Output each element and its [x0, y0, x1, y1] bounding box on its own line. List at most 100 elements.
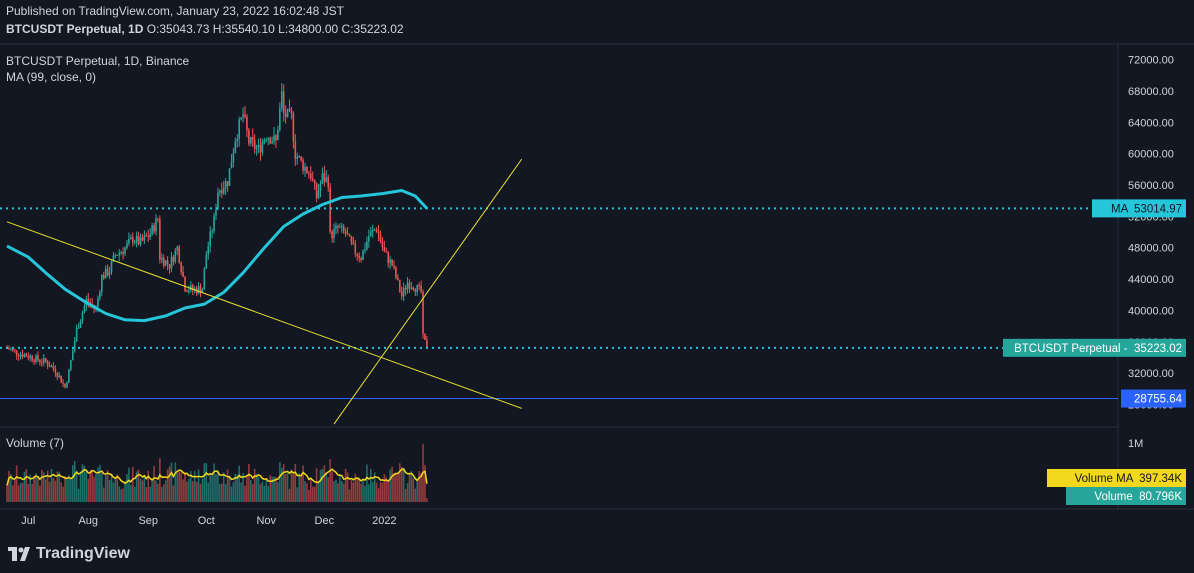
candle-body — [155, 218, 157, 232]
candle-body — [309, 173, 312, 179]
volume-bar — [391, 466, 393, 502]
candle-body — [170, 256, 173, 269]
volume-bar — [89, 470, 92, 502]
volume-bar — [259, 483, 262, 502]
candle-body — [17, 355, 20, 357]
candle-body — [31, 355, 33, 361]
volume-bar — [85, 470, 88, 502]
volume-bar — [13, 479, 16, 502]
tradingview-logo-icon — [8, 547, 30, 561]
candle-body — [190, 285, 192, 291]
volume-bar — [213, 463, 215, 502]
volume-bar — [399, 463, 401, 502]
volume-bar — [294, 463, 297, 502]
volume-bar — [354, 473, 357, 502]
candle-body — [226, 181, 229, 186]
volume-bar — [381, 482, 384, 502]
volume-bar — [383, 474, 386, 502]
volume-bar — [209, 475, 211, 502]
volume-bar — [286, 472, 289, 502]
legend-title[interactable]: BTCUSDT Perpetual, 1D, Binance — [6, 54, 190, 68]
volume-bar — [147, 470, 150, 502]
candle-body — [418, 284, 420, 286]
candle-body — [89, 302, 92, 304]
legend-volume[interactable]: Volume (7) — [6, 436, 65, 450]
candle-body — [145, 235, 148, 237]
volume-bar — [296, 487, 299, 502]
volume-bar — [64, 476, 66, 502]
volume-bar — [321, 468, 324, 502]
volume-bar — [110, 473, 113, 502]
candle-body — [329, 187, 331, 232]
candle-body — [130, 237, 132, 239]
candle-body — [106, 268, 109, 276]
volume-bar — [157, 483, 159, 502]
volume-bar — [263, 485, 266, 502]
candle-body — [261, 142, 264, 153]
candle-body — [282, 91, 285, 114]
candle-body — [369, 231, 372, 237]
candle-body — [199, 286, 202, 293]
trendline — [6, 221, 522, 409]
volume-bar — [131, 466, 134, 502]
candle-body — [228, 168, 231, 186]
volume-bar — [41, 469, 43, 502]
candle-body — [230, 162, 233, 169]
volume-bar — [91, 472, 93, 502]
trendline — [333, 158, 523, 425]
volume-bar — [230, 486, 233, 502]
candle-body — [147, 236, 150, 238]
volume-bar — [348, 489, 351, 502]
volume-bar — [224, 484, 227, 502]
volume-bar — [284, 473, 287, 502]
candle-body — [33, 360, 35, 362]
candle-body — [340, 225, 343, 228]
candle-body — [41, 362, 43, 364]
candle-body — [290, 109, 293, 114]
candle-body — [255, 147, 258, 149]
legend-ma[interactable]: MA (99, close, 0) — [6, 70, 97, 84]
candle-body — [265, 139, 268, 141]
y-tick-label: 64000.00 — [1128, 117, 1174, 129]
volume-bar — [178, 471, 181, 502]
volume-bar — [387, 480, 389, 502]
candle-body — [342, 225, 345, 231]
volume-bar — [393, 473, 395, 502]
volume-bar — [116, 474, 119, 502]
volume-bar — [8, 470, 10, 502]
candle-body — [75, 328, 78, 341]
candle-body — [120, 252, 122, 254]
candle-body — [288, 108, 291, 110]
candle-body — [56, 372, 59, 377]
volume-bar — [190, 471, 192, 502]
volume-bar — [95, 474, 97, 502]
volume-bar — [17, 485, 20, 502]
volume-bar — [292, 472, 295, 502]
candle-body — [205, 254, 208, 269]
volume-bar — [308, 489, 310, 502]
candle-body — [321, 173, 324, 184]
volume-bar — [304, 481, 306, 502]
candle-body — [126, 243, 128, 249]
candle-body — [118, 252, 121, 256]
volume-bar — [42, 472, 45, 502]
candle-body — [68, 369, 70, 383]
candle-body — [259, 144, 262, 153]
y-tick-label: 48000.00 — [1128, 243, 1174, 255]
volume-bar — [364, 485, 366, 502]
volume-bar — [412, 478, 415, 502]
volume-bar — [54, 480, 57, 502]
volume-bar — [52, 478, 55, 502]
volume-bar — [48, 481, 51, 502]
candle-body — [352, 242, 355, 245]
volume-bar — [141, 480, 144, 502]
candle-body — [300, 156, 302, 161]
volume-bar — [371, 482, 374, 502]
candle-body — [153, 225, 155, 232]
ma-99-line — [6, 189, 428, 323]
candle-body — [327, 177, 330, 188]
volume-bar — [25, 469, 28, 502]
candle-body — [400, 291, 403, 297]
volume-bar — [73, 460, 76, 502]
